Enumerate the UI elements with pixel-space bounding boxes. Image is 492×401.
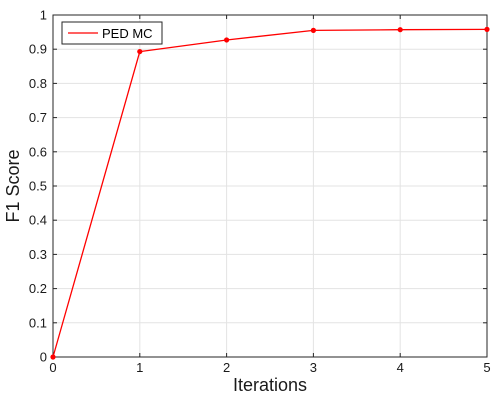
x-tick-label: 4	[397, 360, 404, 375]
x-tick-label: 2	[223, 360, 230, 375]
legend: PED MC	[61, 21, 163, 45]
y-tick-label: 1	[40, 8, 47, 23]
series	[50, 26, 490, 360]
y-axis-title: F1 Score	[3, 149, 23, 222]
x-axis-title: Iterations	[233, 375, 307, 395]
y-tick-label: 0.7	[29, 110, 47, 125]
y-tick-label: 0.5	[29, 179, 47, 194]
series-line-ped-mc	[52, 28, 488, 358]
data-point	[224, 37, 230, 43]
data-point	[484, 26, 490, 32]
y-tick-label: 0.3	[29, 247, 47, 262]
legend-label-ped-mc: PED MC	[102, 26, 153, 41]
y-tick-label: 0.1	[29, 315, 47, 330]
y-tick-label: 0.8	[29, 76, 47, 91]
grid	[52, 14, 488, 358]
data-point	[310, 27, 316, 33]
y-tick-label: 0.4	[29, 213, 47, 228]
data-point	[397, 27, 403, 33]
data-point	[137, 48, 143, 55]
x-tick-label: 1	[136, 360, 143, 375]
x-tick-label: 3	[310, 360, 317, 375]
y-tick-label: 0	[40, 350, 47, 365]
y-tick-label: 0.6	[29, 144, 47, 159]
data-point	[50, 354, 56, 360]
x-tick-label: 5	[483, 360, 490, 375]
axis-ticks: 0 1 2 3 4 5 0 0.1 0.2 0.3 0.4 0.5 0.6 0.7 0.8 0.9 1	[29, 8, 491, 376]
legend-box	[61, 21, 163, 45]
y-tick-label: 0.9	[29, 42, 47, 57]
y-tick-label: 0.2	[29, 281, 47, 296]
x-tick-label: 0	[49, 360, 56, 375]
